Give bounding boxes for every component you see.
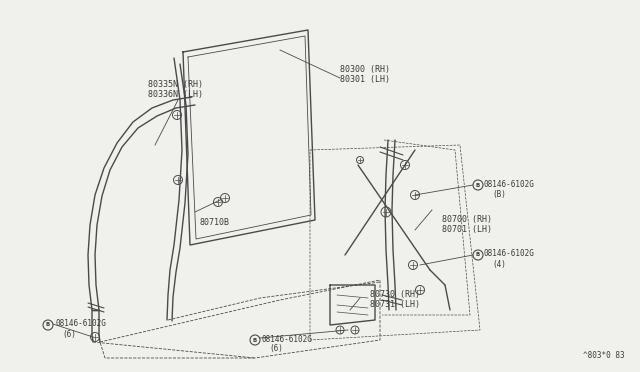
Text: B: B (476, 253, 480, 257)
Text: (B): (B) (492, 189, 506, 199)
Text: 08146-6102G: 08146-6102G (484, 180, 535, 189)
Text: 08146-6102G: 08146-6102G (262, 334, 313, 343)
Text: 80700 (RH)
80701 (LH): 80700 (RH) 80701 (LH) (442, 215, 492, 234)
Text: ^803*0 83: ^803*0 83 (584, 351, 625, 360)
Text: 08146-6102G: 08146-6102G (484, 250, 535, 259)
Text: B: B (253, 337, 257, 343)
Text: 80335N (RH)
80336N (LH): 80335N (RH) 80336N (LH) (148, 80, 203, 99)
Text: B: B (46, 323, 50, 327)
Text: B: B (476, 183, 480, 187)
Text: (6): (6) (62, 330, 76, 339)
Text: 80730 (RH)
80731 (LH): 80730 (RH) 80731 (LH) (370, 290, 420, 310)
Text: (6): (6) (269, 344, 283, 353)
Text: 80300 (RH)
80301 (LH): 80300 (RH) 80301 (LH) (340, 65, 390, 84)
Text: 80710B: 80710B (200, 218, 230, 227)
Text: (4): (4) (492, 260, 506, 269)
Text: 08146-6102G: 08146-6102G (55, 320, 106, 328)
